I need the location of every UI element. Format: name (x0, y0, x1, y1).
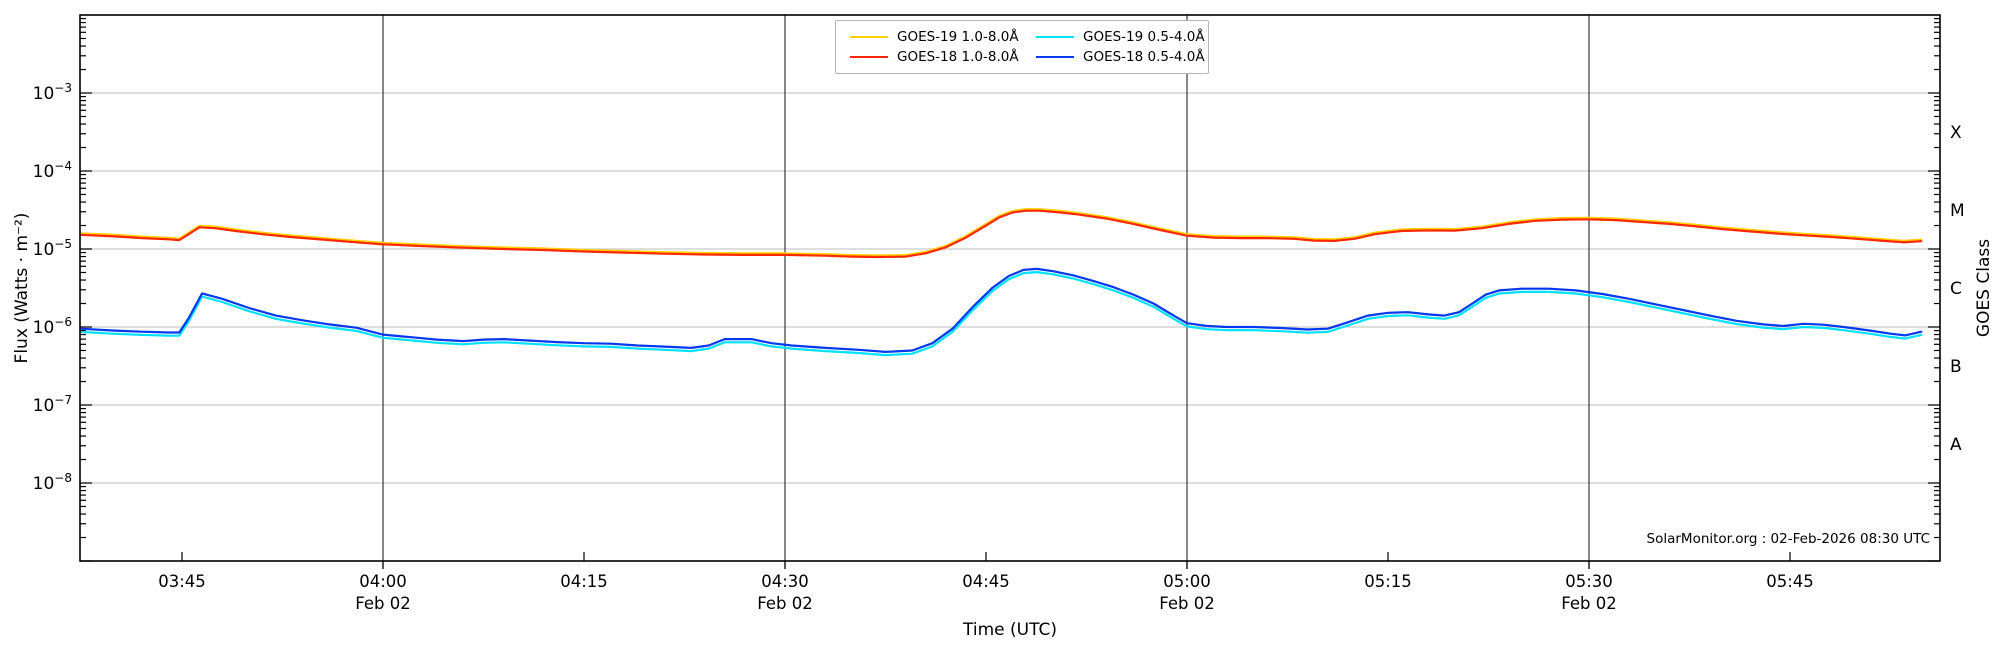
x-tick-date-label: Feb 02 (1159, 594, 1214, 613)
x-tick-label: 03:45 (158, 572, 206, 591)
x-tick-label: 05:15 (1364, 572, 1412, 591)
x-tick-label: 04:30 (761, 572, 809, 591)
series-line-goes-19-0-5-4-0- (80, 271, 1923, 357)
x-tick-label: 04:45 (962, 572, 1010, 591)
data-series (80, 208, 1923, 357)
class-label-A: A (1950, 435, 1962, 455)
legend-label-goes19-long: GOES-19 1.0-8.0Å (897, 29, 1019, 45)
x-tick-label: 04:00 (359, 572, 407, 591)
log-axis-ticks (80, 17, 1940, 562)
x-tick-date-label: Feb 02 (757, 594, 812, 613)
time-axis-ticks (181, 552, 1791, 569)
y-tick-label: 10−3 (33, 81, 72, 104)
y-tick-label: 10−5 (33, 237, 72, 260)
time-tick-labels: 03:45 04:00 Feb 02 04:15 04:30 Feb 02 04:45 05:… (158, 572, 1814, 613)
legend-entry-goes19-short: GOES-19 0.5-4.0Å (1022, 29, 1208, 45)
y-tick-label: 10−7 (33, 393, 72, 416)
watermark: SolarMonitor.org : 02-Feb-2026 08:30 UTC (1640, 530, 1934, 550)
flux-tick-labels: 10−3 10−4 10−5 10−6 10−7 10−8 (33, 81, 72, 494)
series-line-goes-18-0-5-4-0- (80, 267, 1923, 353)
series-line-goes-19-1-0-8-0- (80, 208, 1923, 257)
class-label-M: M (1950, 201, 1965, 221)
legend-line-swatch-goes19-short (1036, 36, 1074, 38)
horizontal-gridlines (80, 92, 1940, 484)
legend-label-goes18-long: GOES-18 1.0-8.0Å (897, 49, 1019, 65)
legend-label-goes18-short: GOES-18 0.5-4.0Å (1083, 49, 1205, 65)
legend-entry-goes19-long: GOES-19 1.0-8.0Å (836, 29, 1022, 45)
vertical-gridlines (382, 15, 1590, 569)
legend-entry-goes18-short: GOES-18 0.5-4.0Å (1022, 49, 1208, 65)
legend-line-swatch-goes19-long (850, 36, 888, 38)
class-label-X: X (1950, 123, 1962, 143)
y-tick-label: 10−6 (33, 315, 72, 338)
x-tick-date-label: Feb 02 (1561, 594, 1616, 613)
series-line-goes-18-1-0-8-0- (80, 209, 1923, 259)
legend: GOES-19 1.0-8.0Å GOES-19 0.5-4.0Å GOES-1… (835, 20, 1209, 74)
plot-border (79, 14, 1941, 562)
legend-entry-goes18-long: GOES-18 1.0-8.0Å (836, 49, 1022, 65)
class-label-C: C (1950, 279, 1962, 299)
x-axis-label-time: Time (UTC) (963, 620, 1057, 640)
x-tick-label: 05:30 (1565, 572, 1613, 591)
y-tick-label: 10−4 (33, 159, 72, 182)
x-tick-label: 05:00 (1163, 572, 1211, 591)
legend-label-goes19-short: GOES-19 0.5-4.0Å (1083, 29, 1205, 45)
y-tick-label: 10−8 (33, 471, 72, 494)
x-tick-label: 04:15 (560, 572, 608, 591)
legend-line-swatch-goes18-short (1036, 56, 1074, 58)
goes-class-labels: X M C B A (1950, 123, 1965, 455)
y-axis-label-flux: Flux (Watts · m⁻²) (12, 212, 32, 364)
y-axis-label-goes-class: GOES Class (1974, 238, 1994, 338)
x-tick-date-label: Feb 02 (355, 594, 410, 613)
class-label-B: B (1950, 357, 1962, 377)
x-tick-label: 05:45 (1766, 572, 1814, 591)
legend-line-swatch-goes18-long (850, 56, 888, 58)
